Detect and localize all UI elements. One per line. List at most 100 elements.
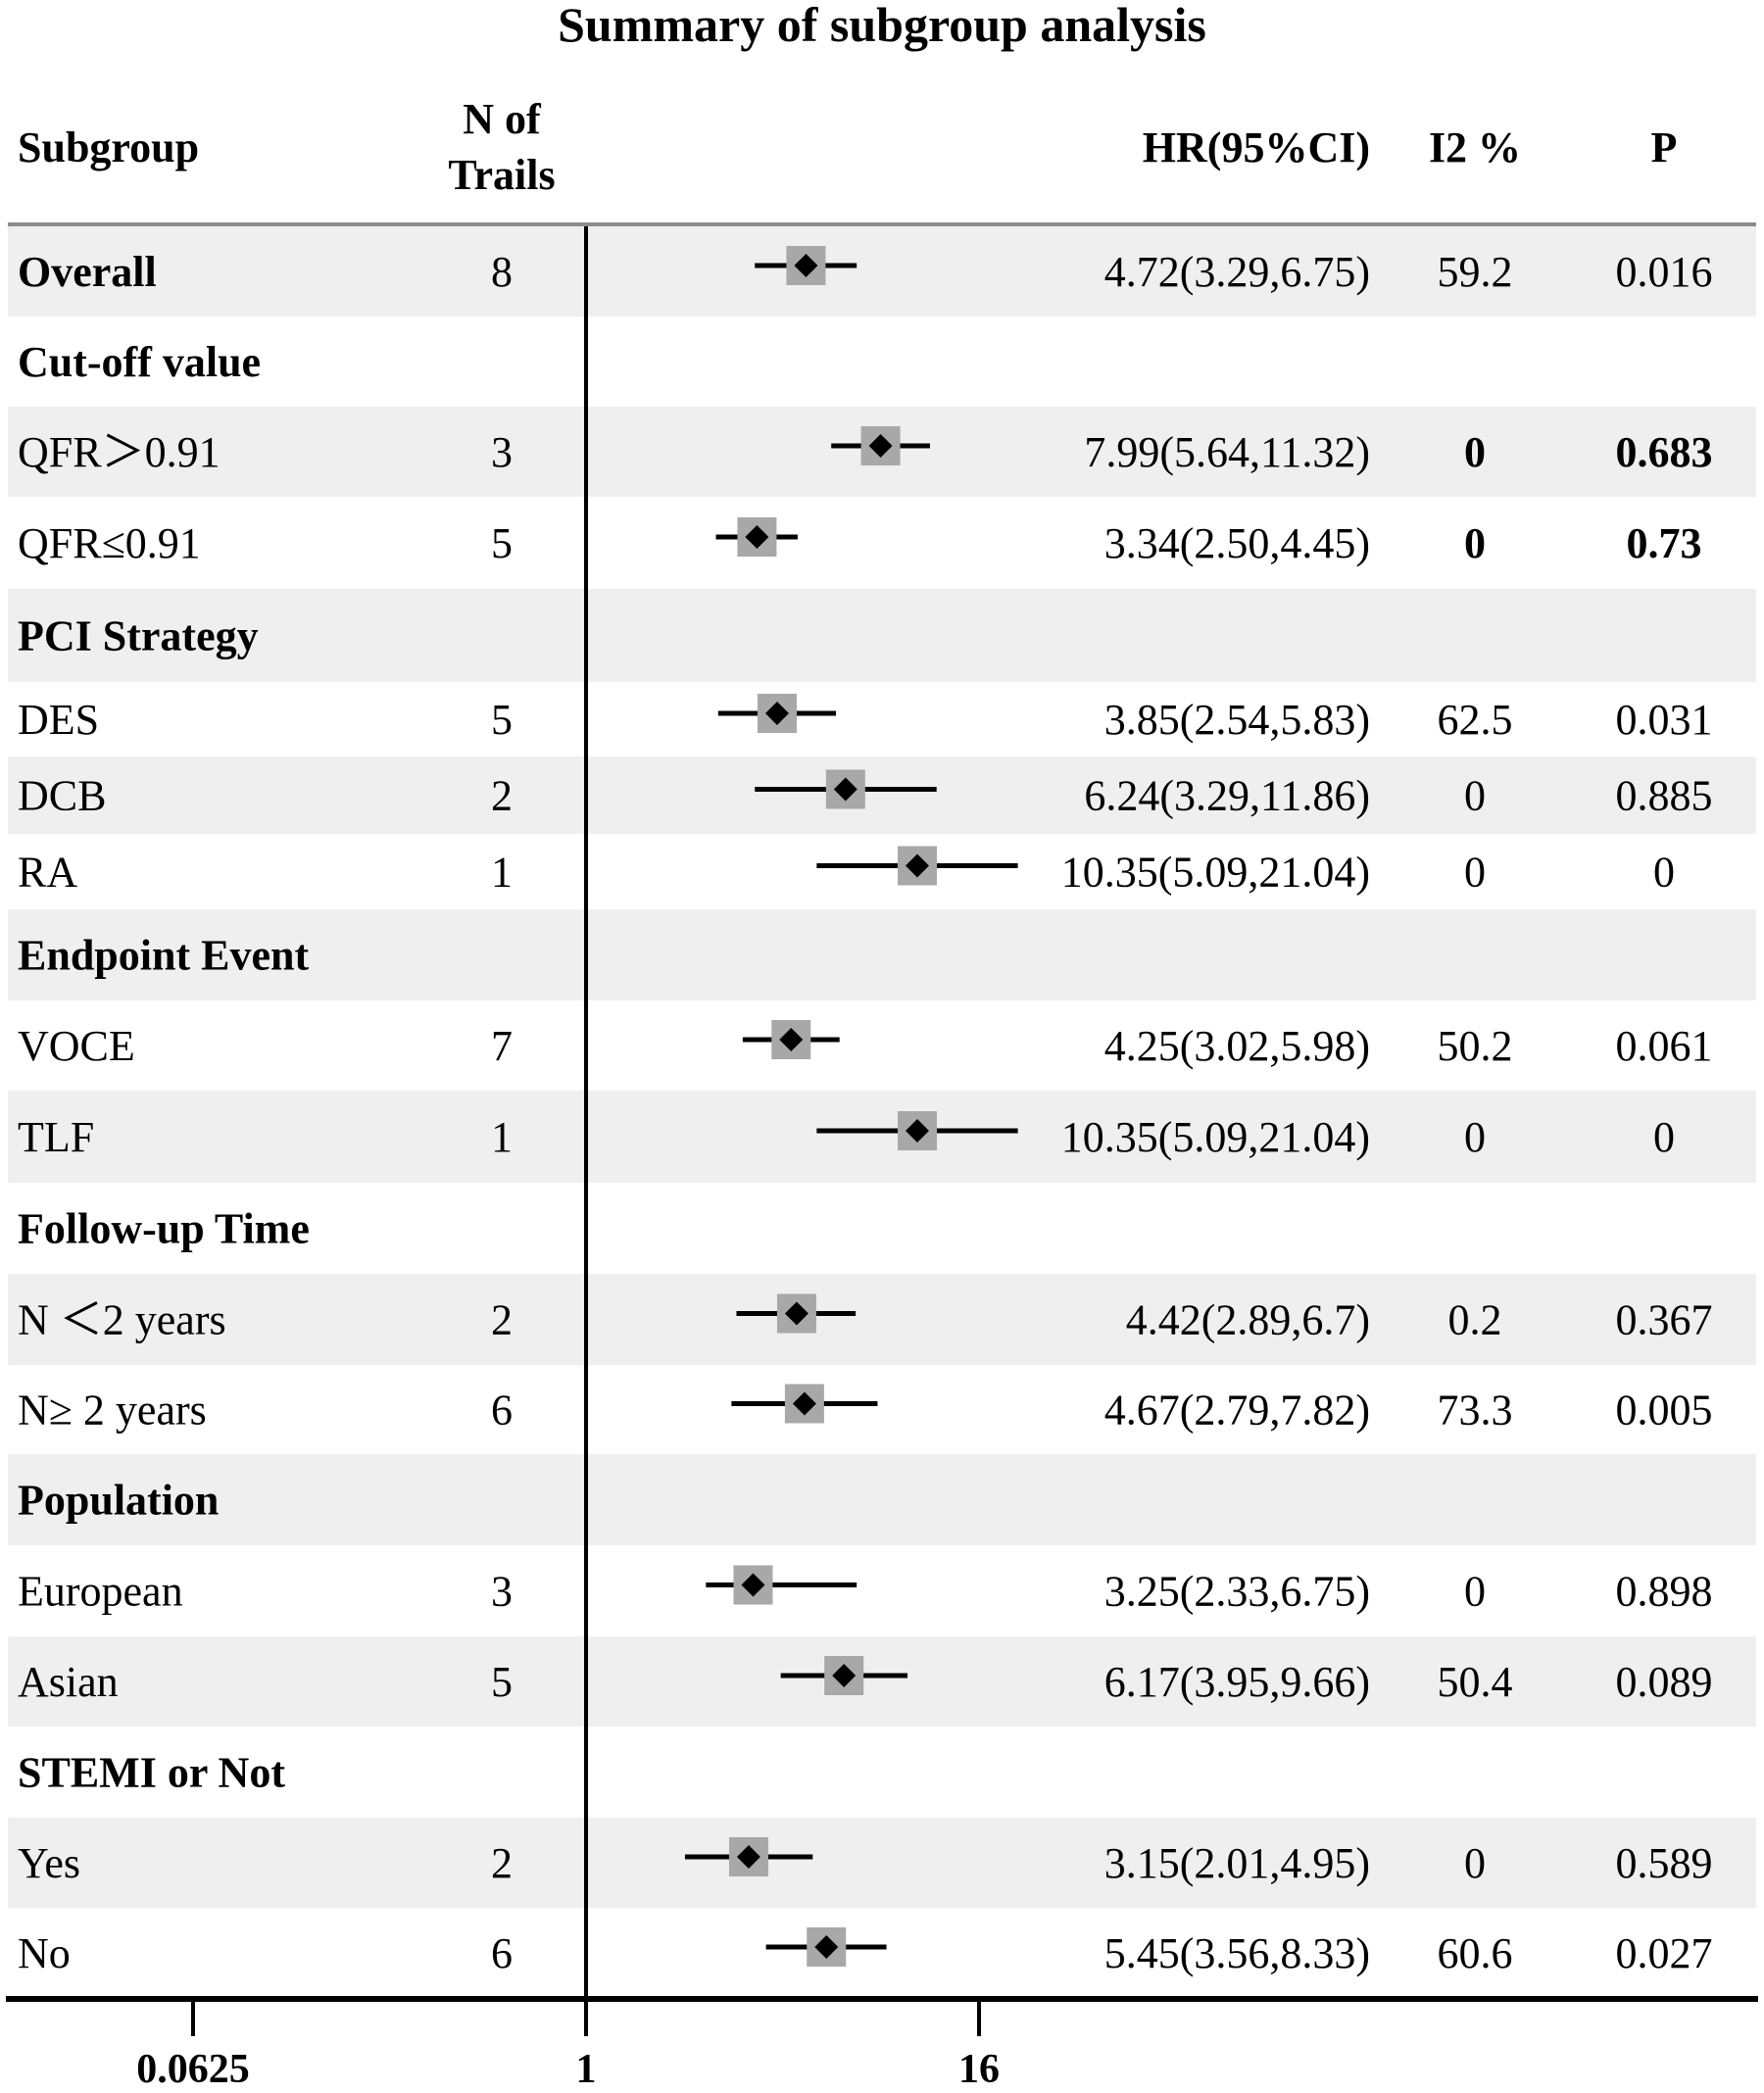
point-estimate-marker <box>764 702 789 725</box>
group-header: STEMI or Not <box>18 1749 285 1797</box>
subgroup-label: RA <box>18 849 77 897</box>
p-value: 0.061 <box>1616 1022 1713 1070</box>
point-estimate-marker <box>868 434 893 458</box>
hr-ci-value: 4.25(3.02,5.98) <box>1104 1022 1370 1070</box>
table-rows: Overall 8 4.72(3.29,6.75) 59.2 0.016 Cut-off … <box>18 248 1713 1977</box>
subgroup-label: Overall <box>18 248 157 296</box>
hr-ci-value: 10.35(5.09,21.04) <box>1061 849 1370 897</box>
p-value: 0.016 <box>1616 248 1713 296</box>
header-n-line1: N of <box>463 95 542 143</box>
subgroup-label: N≥ 2 years <box>18 1387 207 1435</box>
point-estimate-marker <box>794 254 818 277</box>
n-trials-value: 6 <box>491 1929 513 1977</box>
header-i2: I2 % <box>1429 123 1521 171</box>
p-value: 0.885 <box>1616 772 1713 820</box>
n-trials-value: 8 <box>491 248 513 296</box>
p-value: 0.73 <box>1627 519 1702 567</box>
row-band <box>8 909 1756 1000</box>
subgroup-label: QFR≤0.91 <box>18 519 201 567</box>
subgroup-label: No <box>18 1929 71 1977</box>
hr-ci-value: 3.15(2.01,4.95) <box>1104 1839 1370 1887</box>
group-header: Endpoint Event <box>18 932 309 980</box>
point-estimate-marker <box>832 1664 857 1687</box>
subgroup-label: Asian <box>18 1658 119 1706</box>
n-trials-value: 7 <box>491 1022 513 1070</box>
i2-value: 0 <box>1464 1568 1486 1616</box>
i2-value: 0 <box>1464 849 1486 897</box>
x-tick-label: 0.0625 <box>136 2047 250 2092</box>
chart-title: Summary of subgroup analysis <box>558 0 1206 52</box>
n-trials-value: 2 <box>491 1296 513 1344</box>
row-band <box>8 1818 1756 1908</box>
n-trials-value: 3 <box>491 1568 513 1616</box>
n-trials-value: 1 <box>491 1113 513 1161</box>
i2-value: 60.6 <box>1438 1929 1513 1977</box>
p-value: 0.089 <box>1616 1658 1713 1706</box>
header-subgroup: Subgroup <box>18 123 199 171</box>
p-value: 0.367 <box>1616 1296 1713 1344</box>
row-band <box>8 1454 1756 1545</box>
i2-value: 62.5 <box>1438 696 1513 744</box>
p-value: 0.683 <box>1616 428 1713 476</box>
row-band <box>8 1636 1756 1727</box>
hr-ci-value: 10.35(5.09,21.04) <box>1061 1113 1370 1161</box>
point-estimate-marker <box>736 1845 760 1869</box>
header-p: P <box>1651 123 1678 171</box>
i2-value: 59.2 <box>1438 248 1513 296</box>
hr-ci-value: 6.17(3.95,9.66) <box>1104 1658 1370 1706</box>
p-value: 0 <box>1653 1113 1675 1161</box>
row-band <box>8 1274 1756 1365</box>
x-axis: 0.0625 1 16 <box>136 1999 1000 2092</box>
point-estimate-marker <box>905 853 929 878</box>
hr-ci-value: 7.99(5.64,11.32) <box>1084 428 1370 476</box>
group-header: Cut-off value <box>18 338 261 386</box>
group-header: Population <box>18 1477 219 1525</box>
subgroup-label: DES <box>18 696 99 744</box>
hr-ci-value: 3.34(2.50,4.45) <box>1104 519 1370 567</box>
subgroup-label: TLF <box>18 1113 94 1161</box>
i2-value: 50.4 <box>1438 1658 1513 1706</box>
row-band <box>8 1091 1756 1183</box>
i2-value: 73.3 <box>1438 1387 1513 1435</box>
n-trials-value: 5 <box>491 1658 513 1706</box>
point-estimate-marker <box>745 525 769 549</box>
x-tick-label: 16 <box>958 2047 1000 2092</box>
p-value: 0.898 <box>1616 1568 1713 1616</box>
row-band <box>8 226 1756 316</box>
hr-ci-value: 4.67(2.79,7.82) <box>1104 1387 1370 1435</box>
subgroup-label: VOCE <box>18 1022 135 1070</box>
p-value: 0 <box>1653 849 1675 897</box>
hr-ci-value: 3.85(2.54,5.83) <box>1104 696 1370 744</box>
subgroup-label: N ＜2 years <box>18 1296 226 1344</box>
hr-ci-value: 3.25(2.33,6.75) <box>1104 1568 1370 1616</box>
point-estimate-marker <box>905 1119 929 1143</box>
hr-ci-value: 6.24(3.29,11.86) <box>1084 772 1370 820</box>
point-estimate-marker <box>833 777 858 802</box>
n-trials-value: 5 <box>491 696 513 744</box>
hr-ci-value: 4.42(2.89,6.7) <box>1126 1296 1370 1344</box>
p-value: 0.031 <box>1616 696 1713 744</box>
header-n-line2: Trails <box>448 151 555 199</box>
i2-value: 0 <box>1464 1113 1486 1161</box>
group-header: Follow-up Time <box>18 1205 310 1253</box>
n-trials-value: 5 <box>491 519 513 567</box>
n-trials-value: 3 <box>491 428 513 476</box>
n-trials-value: 2 <box>491 772 513 820</box>
point-estimate-marker <box>784 1301 808 1326</box>
hr-ci-value: 5.45(3.56,8.33) <box>1104 1929 1370 1977</box>
group-header: PCI Strategy <box>18 612 259 660</box>
point-estimate-marker <box>814 1935 839 1959</box>
row-band <box>8 756 1756 834</box>
point-estimate-marker <box>741 1573 765 1597</box>
i2-value: 50.2 <box>1438 1022 1513 1070</box>
header-hr: HR(95%CI) <box>1143 123 1370 171</box>
i2-value: 0 <box>1464 772 1486 820</box>
i2-value: 0 <box>1464 1839 1486 1887</box>
n-trials-value: 1 <box>491 849 513 897</box>
subgroup-label: QFR＞0.91 <box>18 428 220 476</box>
row-shading-layer <box>8 226 1756 1908</box>
p-value: 0.027 <box>1616 1929 1713 1977</box>
subgroup-label: Yes <box>18 1839 80 1887</box>
p-value: 0.005 <box>1616 1387 1713 1435</box>
